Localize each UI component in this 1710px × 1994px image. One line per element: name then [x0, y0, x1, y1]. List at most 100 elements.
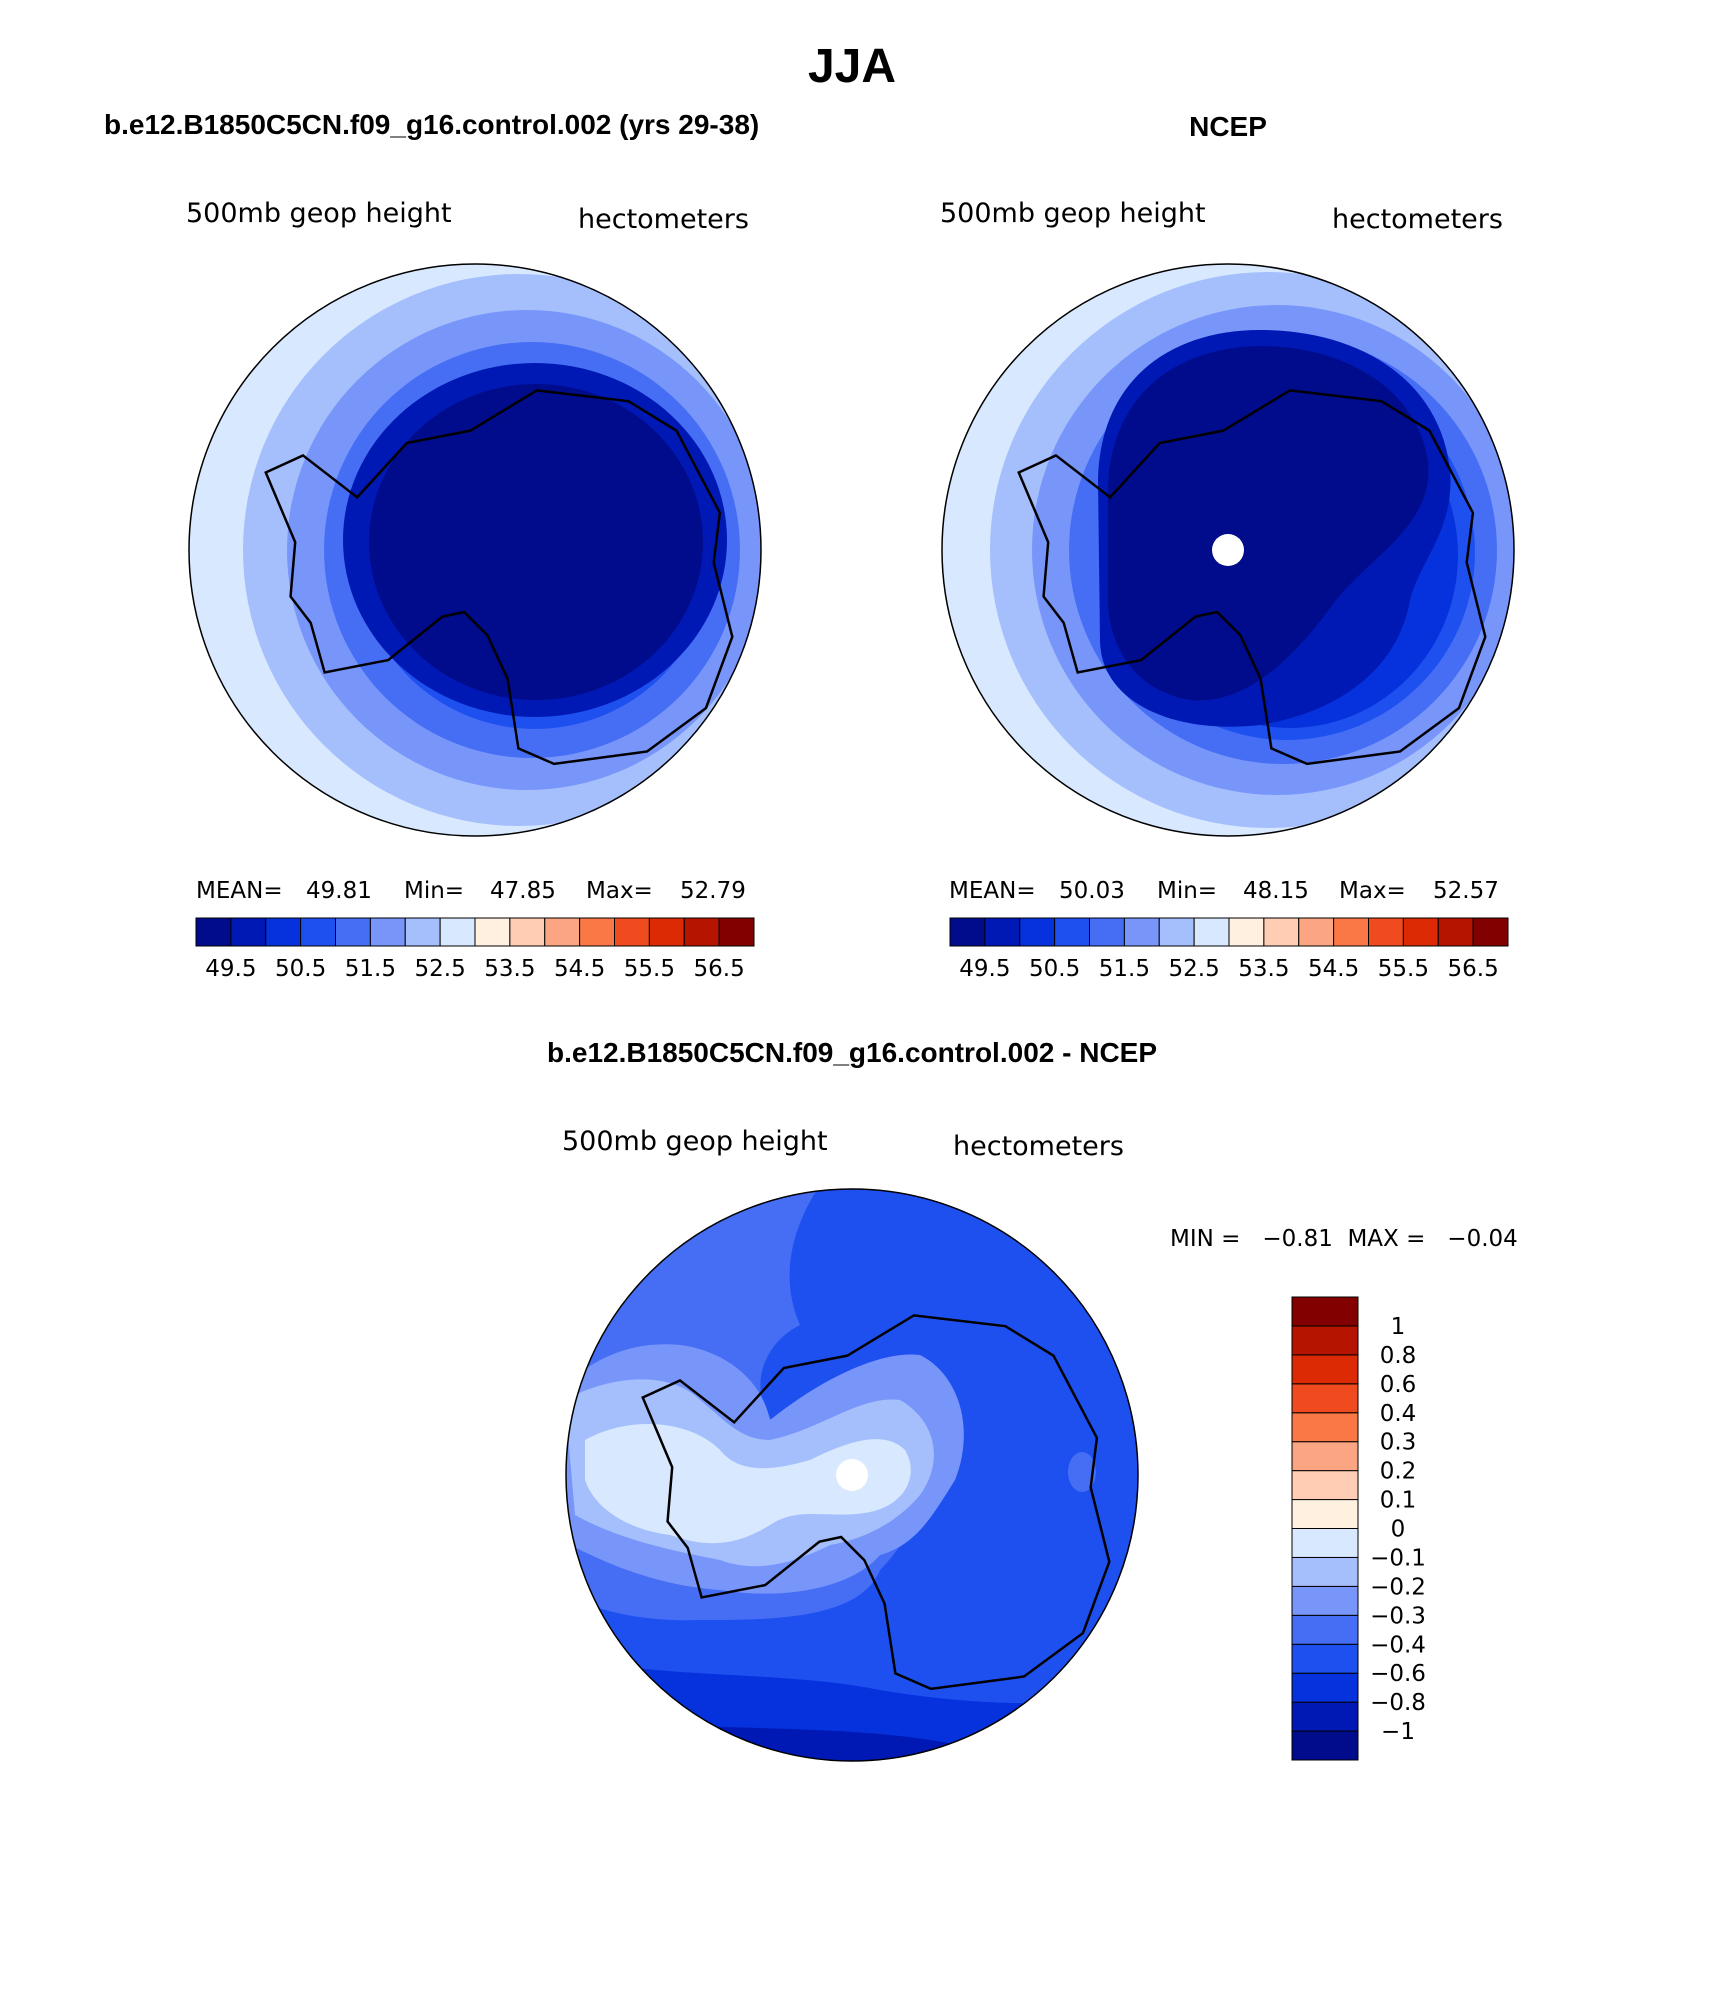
obs-colorbar-tick-label: 50.5 [1029, 956, 1080, 982]
model-panel-title: b.e12.B1850C5CN.f09_g16.control.002 (yrs… [104, 109, 759, 140]
obs-colorbar-swatch [1402, 917, 1439, 947]
model-map-border [188, 263, 762, 837]
figure-title: JJA [808, 40, 896, 93]
obs-units-label: hectometers [1332, 204, 1503, 235]
model-colorbar-swatch [544, 917, 581, 947]
diff-colorbar-swatch [1291, 1325, 1359, 1356]
diff-colorbar-swatch [1291, 1470, 1359, 1501]
diff-colorbar-swatch [1291, 1701, 1359, 1732]
model-colorbar-tick-label: 52.5 [415, 956, 466, 982]
diff-colorbar-tick-label: 0.2 [1380, 1459, 1417, 1485]
obs-colorbar-swatch [949, 917, 986, 947]
obs-colorbar-swatch [1019, 917, 1056, 947]
obs-min-label: Min= [1157, 878, 1217, 904]
model-colorbar: 49.5 50.5 51.5 52.5 53.5 54.5 55.5 56.5 [195, 917, 755, 982]
diff-colorbar-swatch [1291, 1730, 1359, 1761]
model-colorbar-tick-label: 53.5 [484, 956, 535, 982]
obs-colorbar-swatch [1263, 917, 1300, 947]
diff-colorbar-swatch [1291, 1441, 1359, 1472]
diff-map-border [565, 1188, 1139, 1762]
model-min-label: Min= [404, 878, 464, 904]
obs-colorbar-swatch [1054, 917, 1090, 947]
obs-colorbar-swatch [1472, 917, 1509, 947]
model-colorbar-tick-label: 51.5 [345, 956, 396, 982]
obs-mean-value: 50.03 [1059, 878, 1125, 904]
model-colorbar-swatch [683, 917, 720, 947]
obs-colorbar-tick-label: 56.5 [1448, 956, 1499, 982]
model-min-value: 47.85 [490, 878, 556, 904]
diff-colorbar-tick-label: −0.2 [1370, 1574, 1426, 1600]
model-colorbar-swatch [474, 917, 511, 947]
diff-colorbar-tick-label: −0.4 [1370, 1632, 1426, 1658]
model-colorbar-swatch [718, 917, 755, 947]
diff-colorbar-tick-label: −0.1 [1370, 1545, 1426, 1571]
obs-map-fill [942, 264, 1514, 836]
obs-stats: MEAN= 50.03 Min= 48.15 Max= 52.57 [949, 878, 1499, 904]
diff-units-label: hectometers [953, 1131, 1124, 1162]
model-colorbar-swatch [579, 917, 615, 947]
model-mean-label: MEAN= [196, 878, 283, 904]
diff-colorbar-tick-label: 1 [1391, 1314, 1406, 1340]
obs-colorbar-swatch [1437, 917, 1474, 947]
model-colorbar-swatch [265, 917, 302, 947]
obs-colorbar-tick-label: 54.5 [1308, 956, 1359, 982]
diff-missing-pole-marker [836, 1459, 868, 1491]
diff-map-fill [566, 1189, 1138, 1761]
obs-colorbar-swatch [1298, 917, 1335, 947]
obs-mean-label: MEAN= [949, 878, 1036, 904]
obs-colorbar: 49.5 50.5 51.5 52.5 53.5 54.5 55.5 56.5 [949, 917, 1509, 982]
obs-colorbar-swatch [1333, 917, 1369, 947]
model-mean-value: 49.81 [306, 878, 372, 904]
model-colorbar-swatch [614, 917, 650, 947]
model-colorbar-tick-label: 50.5 [275, 956, 326, 982]
obs-min-value: 48.15 [1243, 878, 1309, 904]
diff-colorbar-tick-label: −0.8 [1370, 1690, 1426, 1716]
diff-colorbar-swatch [1291, 1354, 1359, 1385]
model-colorbar-swatch [195, 917, 232, 947]
obs-colorbar-swatch [1123, 917, 1160, 947]
obs-colorbar-tick-label: 52.5 [1169, 956, 1220, 982]
model-colorbar-swatch [648, 917, 685, 947]
model-colorbar-swatch [404, 917, 441, 947]
obs-missing-pole-marker [1212, 534, 1244, 566]
diff-colorbar-swatch [1291, 1614, 1359, 1645]
model-map [188, 263, 762, 837]
model-max-label: Max= [586, 878, 653, 904]
obs-map-border [941, 263, 1515, 837]
obs-colorbar-swatch [1193, 917, 1230, 947]
model-colorbar-tick-label: 55.5 [624, 956, 675, 982]
diff-colorbar-swatch [1291, 1556, 1359, 1587]
model-stats: MEAN= 49.81 Min= 47.85 Max= 52.79 [196, 878, 746, 904]
diff-colorbar-swatch [1291, 1643, 1359, 1674]
model-colorbar-tick-label: 49.5 [205, 956, 256, 982]
diff-colorbar-swatch [1291, 1499, 1359, 1529]
model-colorbar-swatch [369, 917, 406, 947]
obs-map [941, 263, 1515, 837]
obs-colorbar-tick-label: 55.5 [1378, 956, 1429, 982]
obs-variable-label: 500mb geop height [940, 198, 1206, 229]
obs-colorbar-tick-label: 51.5 [1099, 956, 1150, 982]
diff-colorbar-swatch [1291, 1296, 1359, 1327]
diff-colorbar: 1 0.8 0.6 0.4 0.3 0.2 0.1 0−0.1 −0.2 −0.3 −0.4 −0.6… [1291, 1296, 1426, 1761]
obs-colorbar-swatch [1089, 917, 1125, 947]
obs-colorbar-swatch [1368, 917, 1404, 947]
obs-colorbar-swatch [1158, 917, 1195, 947]
obs-colorbar-tick-label: 49.5 [959, 956, 1010, 982]
model-colorbar-swatch [509, 917, 546, 947]
obs-colorbar-swatch [1228, 917, 1265, 947]
obs-max-label: Max= [1339, 878, 1406, 904]
model-colorbar-tick-label: 56.5 [694, 956, 745, 982]
model-colorbar-tick-label: 54.5 [554, 956, 605, 982]
model-map-fill [189, 264, 761, 836]
diff-colorbar-tick-label: 0.4 [1380, 1401, 1417, 1427]
obs-colorbar-swatch [984, 917, 1021, 947]
diff-colorbar-swatch [1291, 1412, 1359, 1443]
diff-colorbar-swatch [1291, 1528, 1359, 1558]
diff-colorbar-tick-label: 0.8 [1380, 1343, 1417, 1369]
obs-max-value: 52.57 [1433, 878, 1499, 904]
model-units-label: hectometers [578, 204, 749, 235]
diff-map [565, 1188, 1139, 1762]
model-colorbar-swatch [300, 917, 336, 947]
model-variable-label: 500mb geop height [186, 198, 452, 229]
